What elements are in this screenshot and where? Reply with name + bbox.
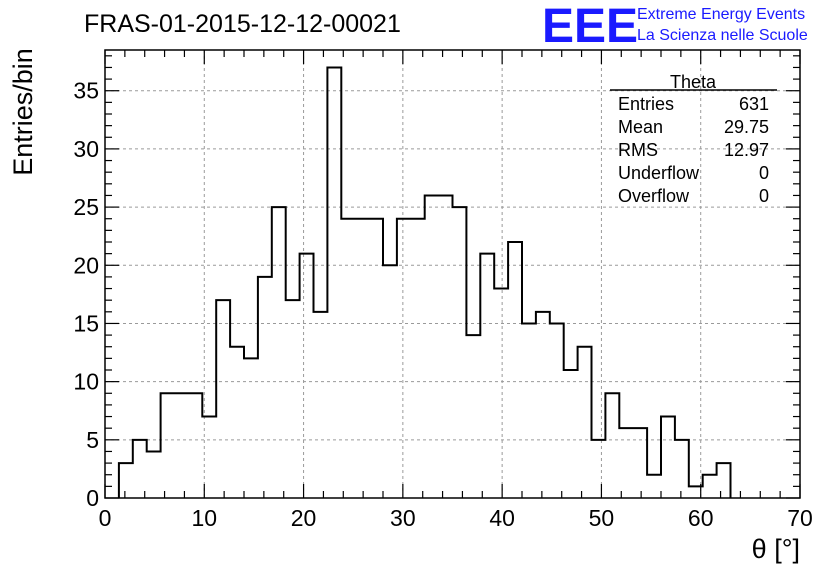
tick-labels: 0 10 20 30 40 50 60 70 0 5 10 15 20 25 30 35 bbox=[73, 78, 812, 531]
histogram-bin bbox=[397, 219, 411, 498]
y-tick-label: 35 bbox=[73, 78, 99, 104]
stats-value: 29.75 bbox=[724, 117, 769, 137]
histogram-bin bbox=[619, 428, 633, 498]
histogram-bin bbox=[216, 300, 230, 498]
x-tick-label: 70 bbox=[787, 505, 813, 531]
x-tick-label: 40 bbox=[489, 505, 515, 531]
eee-logo: EEE bbox=[542, 0, 638, 53]
histogram-bin bbox=[425, 195, 439, 498]
y-tick-label: 25 bbox=[73, 194, 99, 220]
stats-value: 12.97 bbox=[724, 140, 769, 160]
histogram-bin bbox=[147, 451, 161, 498]
tick-marks bbox=[104, 50, 801, 499]
plot-frame bbox=[104, 49, 801, 499]
brand-line-1: Extreme Energy Events bbox=[637, 6, 805, 23]
stats-title: Theta bbox=[670, 72, 717, 92]
y-tick-label: 30 bbox=[73, 136, 99, 162]
x-tick-label: 20 bbox=[291, 505, 317, 531]
histogram-bin bbox=[244, 358, 258, 498]
histogram-bin bbox=[550, 323, 564, 498]
histogram-bin bbox=[272, 207, 286, 498]
histogram-bin bbox=[494, 289, 508, 498]
histogram-bin bbox=[647, 475, 661, 498]
histogram-bin bbox=[564, 370, 578, 498]
y-tick-label: 10 bbox=[73, 369, 99, 395]
stats-value: 0 bbox=[759, 163, 769, 183]
x-tick-label: 0 bbox=[99, 505, 112, 531]
histogram-bin bbox=[439, 195, 453, 498]
histogram-bin bbox=[369, 219, 383, 498]
histogram-bins bbox=[117, 66, 732, 498]
histogram-bin bbox=[466, 335, 480, 498]
histogram-bin bbox=[175, 393, 189, 498]
y-tick-label: 15 bbox=[73, 310, 99, 336]
brand-logo: EEE Extreme Energy Events La Scienza nel… bbox=[542, 0, 808, 53]
histogram-bin bbox=[286, 300, 300, 498]
histogram-bin bbox=[341, 219, 355, 498]
stats-box: Theta Entries 631 Mean 29.75 RMS 12.97 Underfl… bbox=[610, 72, 777, 206]
stats-label: Underflow bbox=[618, 163, 700, 183]
histogram-bin bbox=[717, 463, 731, 498]
histogram-outline bbox=[117, 66, 732, 498]
stats-rows: Entries 631 Mean 29.75 RMS 12.97 Underflow 0 Ove… bbox=[618, 94, 769, 206]
x-axis-title: θ [°] bbox=[752, 534, 800, 564]
axes bbox=[104, 49, 801, 499]
y-tick-label: 0 bbox=[86, 485, 99, 511]
x-tick-label: 10 bbox=[191, 505, 217, 531]
y-tick-label: 5 bbox=[86, 427, 99, 453]
histogram-bin bbox=[522, 323, 536, 498]
histogram-bin bbox=[703, 475, 717, 498]
histogram-bin bbox=[119, 463, 133, 498]
histogram-bin bbox=[188, 393, 202, 498]
y-axis-title: Entries/bin bbox=[8, 48, 38, 176]
histogram-bin bbox=[453, 207, 467, 498]
stats-value: 631 bbox=[739, 94, 769, 114]
chart-title: FRAS-01-2015-12-12-00021 bbox=[84, 10, 401, 38]
histogram-bin bbox=[605, 393, 619, 498]
x-tick-label: 60 bbox=[688, 505, 714, 531]
histogram-bin bbox=[508, 242, 522, 498]
histogram-bin bbox=[300, 254, 314, 498]
histogram-bin bbox=[327, 67, 341, 498]
histogram-bin bbox=[675, 440, 689, 498]
histogram-bin bbox=[133, 440, 147, 498]
x-tick-label: 50 bbox=[589, 505, 615, 531]
histogram-bin bbox=[661, 417, 675, 498]
histogram-bin bbox=[161, 393, 175, 498]
stats-label: Mean bbox=[618, 117, 663, 137]
histogram-bin bbox=[536, 312, 550, 498]
histogram-bin bbox=[258, 277, 272, 498]
histogram-bin bbox=[592, 440, 606, 498]
histogram-bin bbox=[314, 312, 328, 498]
stats-value: 0 bbox=[759, 186, 769, 206]
histogram-bin bbox=[480, 254, 494, 498]
brand-line-2: La Scienza nelle Scuole bbox=[637, 27, 808, 44]
histogram-bin bbox=[230, 347, 244, 498]
stats-label: Entries bbox=[618, 94, 674, 114]
y-tick-label: 20 bbox=[73, 252, 99, 278]
histogram-bin bbox=[355, 219, 369, 498]
stats-label: RMS bbox=[618, 140, 658, 160]
x-tick-label: 30 bbox=[390, 505, 416, 531]
grid-lines bbox=[105, 50, 800, 498]
histogram-bin bbox=[578, 347, 592, 498]
histogram-bin bbox=[633, 428, 647, 498]
histogram-bin bbox=[411, 219, 425, 498]
stats-label: Overflow bbox=[618, 186, 690, 206]
